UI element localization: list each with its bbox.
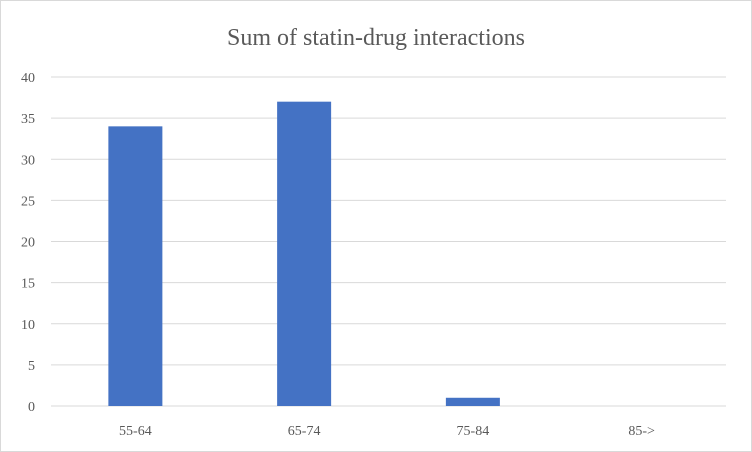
x-tick-label: 85-> <box>628 424 655 439</box>
y-tick-label: 35 <box>21 112 35 127</box>
gridlines <box>51 76 726 407</box>
x-tick-label: 65-74 <box>288 424 321 439</box>
y-tick-label: 15 <box>21 277 35 292</box>
y-tick-label: 40 <box>21 71 35 86</box>
bar-65-74 <box>277 101 332 407</box>
x-tick-label: 75-84 <box>457 424 490 439</box>
y-tick-label: 0 <box>28 400 35 415</box>
bar-55-64 <box>108 126 163 406</box>
y-tick-label: 25 <box>21 194 35 209</box>
bar-75-84 <box>445 397 500 406</box>
chart-title: Sum of statin-drug interactions <box>227 25 525 51</box>
x-axis-tick-labels: 55-64 65-74 75-84 85-> <box>119 424 655 439</box>
x-tick-label: 55-64 <box>119 424 152 439</box>
y-axis-tick-labels: 0 5 10 15 20 25 30 35 40 <box>21 71 35 415</box>
y-tick-label: 5 <box>28 359 35 374</box>
y-tick-label: 30 <box>21 153 35 168</box>
y-tick-label: 10 <box>21 318 35 333</box>
bars <box>108 101 500 407</box>
y-tick-label: 20 <box>21 236 35 251</box>
